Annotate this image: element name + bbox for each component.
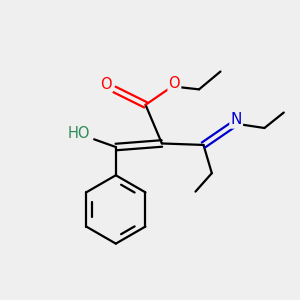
- Text: O: O: [100, 76, 112, 92]
- Text: N: N: [230, 112, 242, 128]
- Text: O: O: [169, 76, 180, 91]
- Text: HO: HO: [68, 126, 91, 141]
